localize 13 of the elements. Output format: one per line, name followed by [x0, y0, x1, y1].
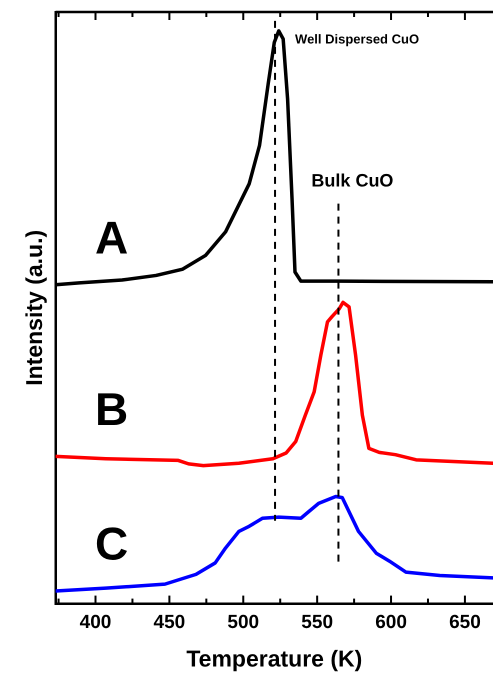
ref-line-label: Well Dispersed CuO [295, 31, 420, 46]
x-tick-label: 550 [301, 612, 334, 634]
series-label: A [94, 211, 128, 264]
x-tick-label: 600 [375, 612, 407, 634]
x-tick-label: 500 [227, 612, 260, 634]
x-tick-label: 400 [80, 612, 112, 634]
ref-line-label: Bulk CuO [311, 170, 394, 191]
x-tick-label: 650 [449, 612, 481, 634]
series-label: B [94, 383, 128, 436]
x-axis-title: Temperature (K) [186, 646, 362, 672]
y-axis-title: Intensity (a.u.) [21, 230, 48, 386]
series-label: C [94, 518, 128, 570]
x-tick-label: 450 [154, 612, 186, 634]
